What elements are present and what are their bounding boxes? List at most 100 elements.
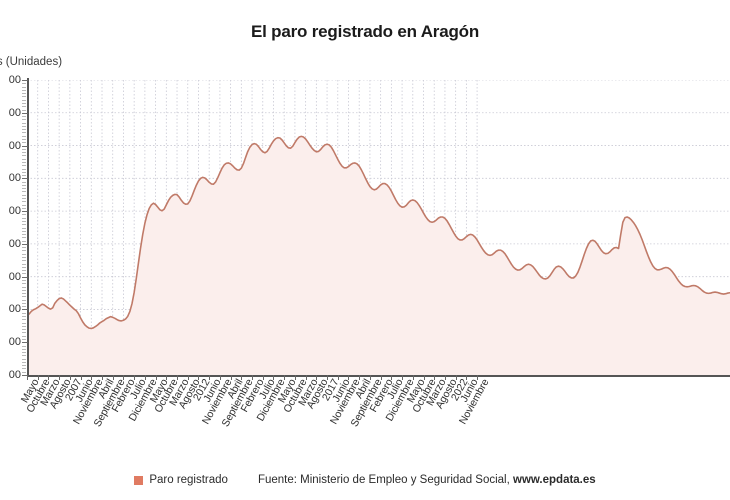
y-axis-minor-tick <box>22 296 26 298</box>
x-axis-tick <box>102 375 103 380</box>
x-axis-tick <box>391 375 393 380</box>
y-axis-minor-tick <box>22 188 26 190</box>
x-axis-tick <box>284 375 286 380</box>
x-axis-tick <box>187 375 189 380</box>
y-axis-minor-tick <box>22 283 26 285</box>
y-axis-labels: 00 00 00 00 00 00 00 00 00 00 <box>0 74 27 381</box>
y-axis-minor-tick <box>22 119 26 121</box>
source-prefix: Fuente: Ministerio de Empleo y Seguridad… <box>257 474 514 486</box>
y-axis-title: Personas (Unidades) <box>0 56 63 68</box>
y-axis-minor-tick <box>22 132 26 134</box>
y-axis-minor-tick <box>22 122 26 124</box>
y-axis-minor-tick <box>22 234 26 236</box>
y-axis-minor-tick <box>22 240 26 242</box>
y-axis-tick-label: 00 <box>8 336 21 349</box>
y-axis-line <box>27 78 29 377</box>
x-axis-tick <box>466 375 468 380</box>
x-axis-tick <box>144 375 146 380</box>
y-axis-minor-tick <box>22 99 26 101</box>
y-axis-minor-tick <box>22 270 26 272</box>
x-axis-tick <box>134 375 136 380</box>
y-axis-minor-tick <box>22 306 26 308</box>
y-axis-tick-label: 00 <box>8 237 21 250</box>
y-axis-ticks <box>22 78 28 377</box>
x-axis-tick <box>412 375 414 380</box>
y-axis-minor-tick <box>22 158 26 160</box>
y-axis-minor-tick <box>22 139 26 140</box>
x-axis-tick <box>327 375 329 380</box>
x-axis-tick <box>112 375 114 380</box>
y-axis-minor-tick <box>22 263 26 265</box>
x-axis-tick <box>316 375 318 380</box>
y-axis-minor-tick <box>22 279 26 281</box>
x-axis-tick <box>80 375 82 380</box>
area-fill-paro-registrado <box>27 136 730 375</box>
x-axis-labels: Mayo Octubre Marzo Agosto 2007 Junio Noviembre… <box>0 377 730 472</box>
x-axis-tick <box>337 375 339 380</box>
y-axis-minor-tick <box>22 194 26 196</box>
y-axis-minor-tick <box>22 345 26 347</box>
y-axis-minor-tick <box>22 358 26 360</box>
y-axis-tick-label: 00 <box>8 172 21 185</box>
x-axis-tick <box>166 375 168 380</box>
x-axis-tick <box>91 375 93 380</box>
y-axis-minor-tick <box>22 142 26 144</box>
y-axis-tick-label: 00 <box>8 205 21 218</box>
y-axis-minor-tick <box>22 348 26 350</box>
y-axis-tick-label: 00 <box>8 369 21 381</box>
y-axis-tick-label: 00 <box>8 74 21 86</box>
y-axis-minor-tick <box>22 181 26 183</box>
source-url-link[interactable]: www.epdata.es <box>513 474 596 486</box>
y-axis-minor-tick <box>22 266 26 268</box>
y-axis-minor-tick <box>22 332 26 334</box>
legend-item-paro-registrado[interactable]: Paro registrado <box>134 474 228 486</box>
y-axis-minor-tick <box>22 211 28 213</box>
y-axis-minor-tick <box>22 325 26 327</box>
y-axis-minor-tick <box>22 116 26 118</box>
y-axis-minor-tick <box>22 276 28 278</box>
y-axis-minor-tick <box>22 365 26 367</box>
x-axis-tick <box>434 375 436 380</box>
x-axis-tick <box>69 375 71 380</box>
x-axis-tick <box>380 375 382 380</box>
y-axis-minor-tick <box>22 224 26 226</box>
x-axis-tick <box>262 375 264 380</box>
y-axis-minor-tick <box>22 148 26 150</box>
y-axis-minor-tick <box>22 217 26 219</box>
legend-swatch-icon <box>134 475 144 485</box>
x-axis-tick <box>123 375 125 380</box>
y-axis-minor-tick <box>22 299 26 301</box>
y-axis-minor-tick <box>22 155 26 157</box>
y-axis-minor-tick <box>22 207 26 209</box>
x-axis-tick <box>177 375 179 380</box>
chart-footer: Paro registrado Fuente: Ministerio de Em… <box>0 474 730 486</box>
y-axis-minor-tick <box>22 293 26 295</box>
x-axis-tick <box>359 375 361 380</box>
x-axis-tick <box>219 375 221 380</box>
x-axis-tick <box>198 375 200 380</box>
y-axis-minor-tick <box>22 198 26 199</box>
y-axis-minor-tick <box>22 106 26 108</box>
y-axis-minor-tick <box>22 243 28 245</box>
y-axis-minor-tick <box>22 286 26 288</box>
source-note: Fuente: Ministerio de Empleo y Seguridad… <box>258 474 596 486</box>
y-axis-minor-tick <box>22 220 26 222</box>
x-axis-tick <box>305 375 307 380</box>
y-axis-minor-tick <box>22 175 26 177</box>
y-axis-minor-tick <box>22 135 26 137</box>
y-axis-minor-tick <box>22 237 26 239</box>
y-axis-minor-tick <box>22 355 26 357</box>
y-axis-tick-label: 00 <box>8 139 21 152</box>
y-axis-minor-tick <box>22 201 26 203</box>
x-axis-tick <box>209 375 211 380</box>
y-axis-minor-tick <box>22 227 26 229</box>
y-axis-minor-tick <box>22 319 26 321</box>
x-axis-tick <box>423 375 425 380</box>
x-axis-tick <box>155 375 157 380</box>
x-axis-tick <box>369 375 371 380</box>
y-axis-minor-tick <box>22 302 26 304</box>
y-axis-minor-tick <box>22 83 26 85</box>
y-axis-minor-tick <box>22 371 26 373</box>
y-axis-minor-tick <box>22 129 26 131</box>
